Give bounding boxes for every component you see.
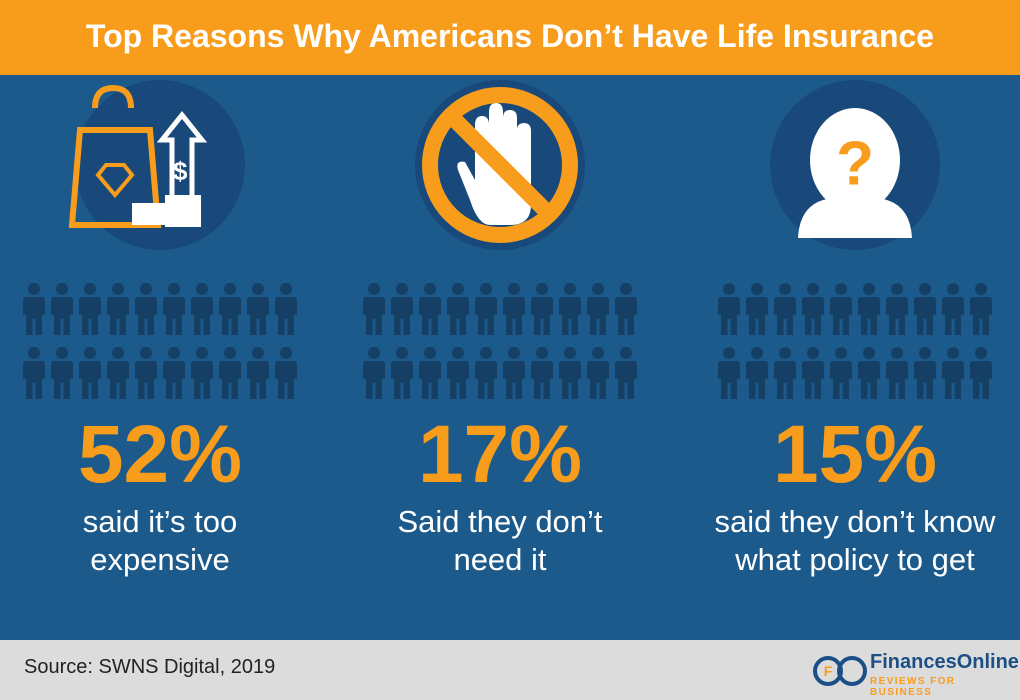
- person-icon: [970, 283, 992, 335]
- person-icon: [830, 283, 852, 335]
- value-label: 15%: [772, 409, 938, 500]
- person-icon: [23, 283, 45, 335]
- category-label: Said they don’t need it: [397, 504, 603, 577]
- value-label: 17%: [417, 409, 583, 500]
- person-icon: [23, 347, 45, 399]
- person-icon: [587, 283, 609, 335]
- person-icon: [914, 347, 936, 399]
- person-icon: [718, 347, 740, 399]
- person-icon: [746, 347, 768, 399]
- person-icon: [503, 347, 525, 399]
- person-icon: [942, 283, 964, 335]
- value-label: 52%: [77, 409, 243, 500]
- person-icon: [247, 347, 269, 399]
- person-icon: [475, 283, 497, 335]
- person-icon: [886, 283, 908, 335]
- person-icon: [858, 283, 880, 335]
- person-icon: [363, 283, 385, 335]
- person-icon: [247, 283, 269, 335]
- person-icon: [475, 347, 497, 399]
- person-icon: [615, 347, 637, 399]
- person-icon: [531, 347, 553, 399]
- icon-no-need: [415, 80, 585, 250]
- person-icon: [447, 347, 469, 399]
- person-icon: [79, 283, 101, 335]
- source: Source: SWNS Digital, 2019: [24, 656, 276, 678]
- tagline: REVIEWS FOR BUSINESS: [870, 676, 956, 698]
- person-icon: [163, 283, 185, 335]
- person-icon: [219, 347, 241, 399]
- svg-text:$: $: [173, 156, 188, 186]
- person-icon: [107, 347, 129, 399]
- person-icon: [559, 283, 581, 335]
- person-icon: [219, 283, 241, 335]
- person-icon: [531, 283, 553, 335]
- person-icon: [135, 347, 157, 399]
- person-icon: [970, 347, 992, 399]
- person-icon: [191, 347, 213, 399]
- brand: FinancesOnline: [870, 651, 1019, 673]
- person-icon: [51, 283, 73, 335]
- person-icon: [363, 347, 385, 399]
- person-icon: [559, 347, 581, 399]
- person-icon: [774, 283, 796, 335]
- person-icon: [107, 283, 129, 335]
- person-icon: [391, 283, 413, 335]
- person-icon: [135, 283, 157, 335]
- person-icon: [587, 347, 609, 399]
- person-icon: [419, 283, 441, 335]
- category-label: said it’s too expensive: [82, 504, 238, 577]
- person-icon: [914, 283, 936, 335]
- person-icon: [79, 347, 101, 399]
- person-icon: [51, 347, 73, 399]
- header-band: [0, 0, 1020, 75]
- person-icon: [275, 283, 297, 335]
- footer-band: [0, 640, 1020, 700]
- person-icon: [746, 283, 768, 335]
- category-label: said they don’t know what policy to get: [714, 504, 996, 577]
- brand-logo: F: [813, 656, 867, 686]
- person-icon: [718, 283, 740, 335]
- person-icon: [942, 347, 964, 399]
- person-icon: [802, 283, 824, 335]
- person-icon: [858, 347, 880, 399]
- person-icon: [191, 283, 213, 335]
- icon-expensive: $: [68, 80, 245, 250]
- svg-text:F: F: [824, 663, 833, 679]
- person-icon: [503, 283, 525, 335]
- person-icon: [391, 347, 413, 399]
- person-icon: [163, 347, 185, 399]
- svg-text:?: ?: [836, 129, 874, 198]
- person-icon: [419, 347, 441, 399]
- person-icon: [774, 347, 796, 399]
- person-icon: [447, 283, 469, 335]
- person-icon: [886, 347, 908, 399]
- person-icon: [615, 283, 637, 335]
- person-icon: [830, 347, 852, 399]
- person-icon: [802, 347, 824, 399]
- icon-unknown: ?: [770, 80, 940, 250]
- person-icon: [275, 347, 297, 399]
- chart-title: Top Reasons Why Americans Don’t Have Lif…: [85, 18, 935, 54]
